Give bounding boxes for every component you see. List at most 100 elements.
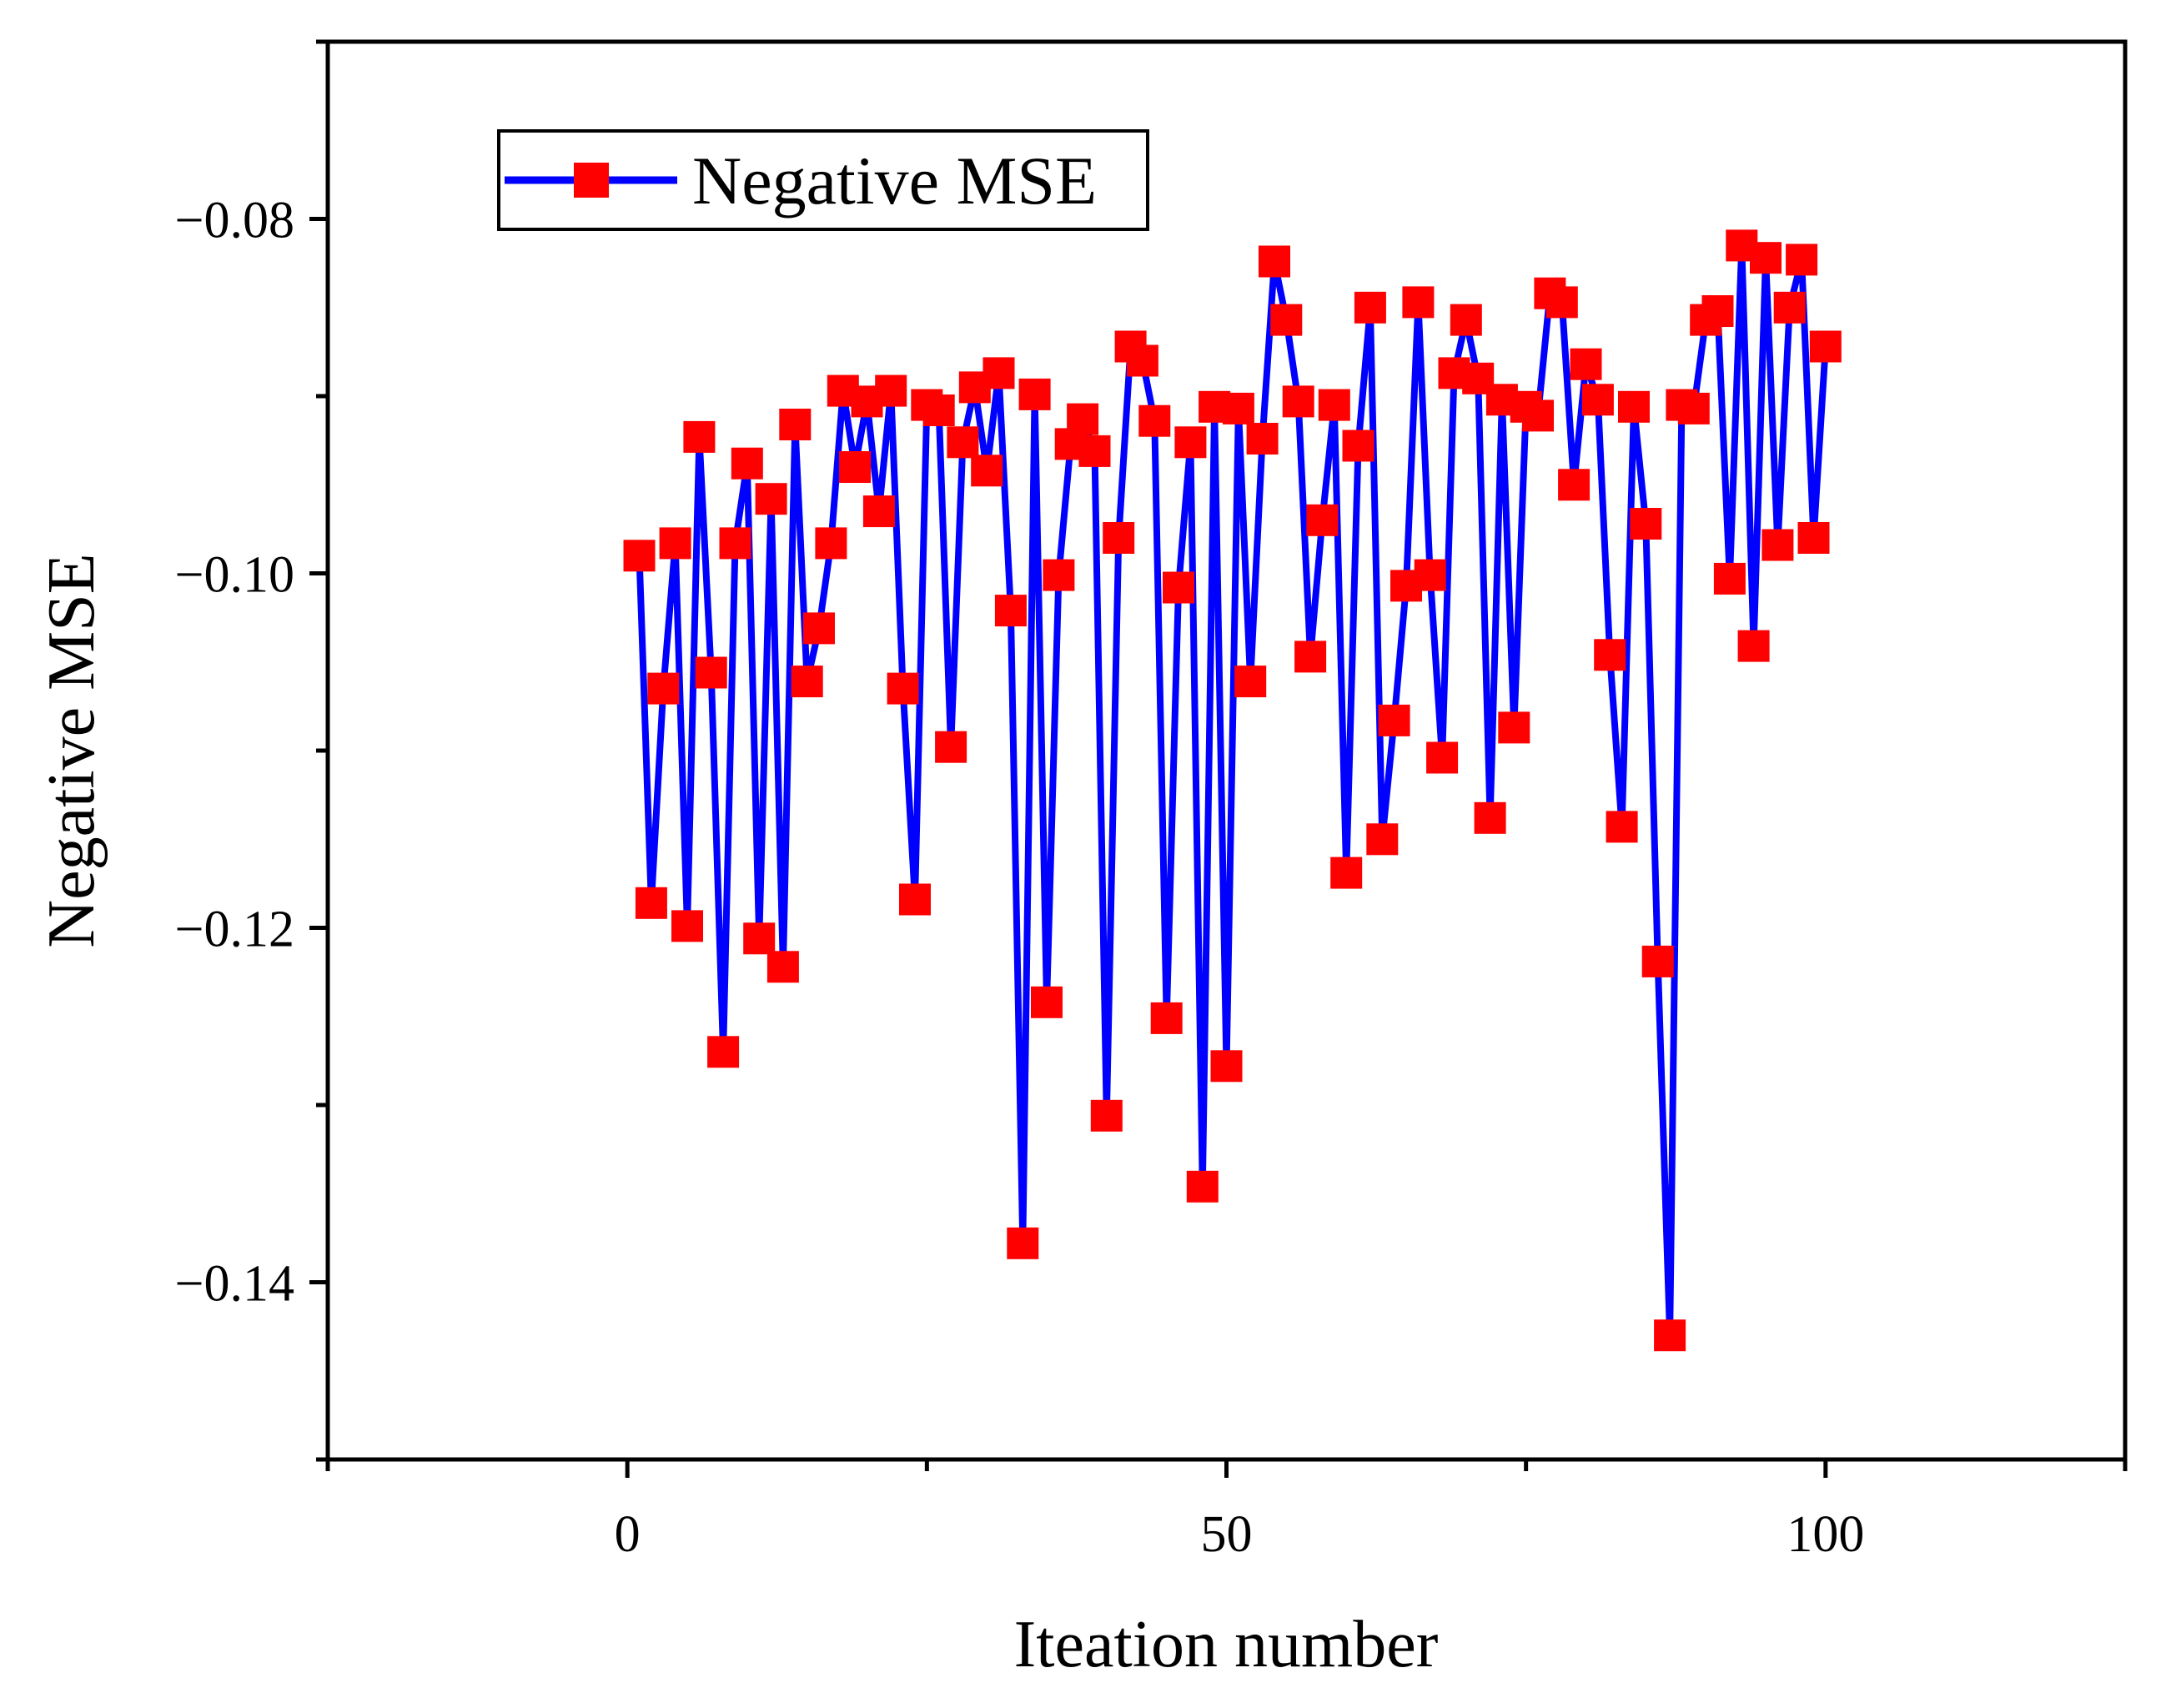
data-point-marker bbox=[1378, 704, 1410, 736]
data-point-marker bbox=[1306, 504, 1339, 536]
data-point-marker bbox=[922, 394, 955, 426]
data-point-marker bbox=[671, 910, 703, 942]
data-point-marker bbox=[1773, 291, 1806, 324]
data-point-marker bbox=[731, 447, 763, 480]
data-point-marker bbox=[647, 672, 680, 705]
data-point-marker bbox=[1043, 559, 1075, 591]
data-point-marker bbox=[1259, 245, 1290, 278]
data-point-marker bbox=[803, 612, 835, 645]
data-point-marker bbox=[755, 483, 787, 515]
data-point-marker bbox=[1090, 1099, 1123, 1132]
x-tick-label: 100 bbox=[1787, 1506, 1864, 1563]
x-axis-title: Iteation number bbox=[1014, 1608, 1439, 1681]
data-point-marker bbox=[1366, 823, 1399, 856]
data-point-marker bbox=[635, 887, 667, 919]
data-point-marker bbox=[743, 922, 776, 955]
data-point-marker bbox=[683, 420, 716, 453]
series-markers bbox=[623, 229, 1842, 1352]
data-point-marker bbox=[1606, 811, 1638, 843]
data-point-marker bbox=[1031, 986, 1063, 1018]
y-tick-label: −0.12 bbox=[175, 902, 294, 958]
plot-frame bbox=[325, 39, 2128, 1462]
data-point-marker bbox=[1150, 1002, 1183, 1034]
data-point-marker bbox=[887, 672, 919, 705]
data-point-marker bbox=[1078, 435, 1111, 467]
series-line bbox=[636, 242, 1829, 1339]
data-point-marker bbox=[815, 527, 847, 560]
data-point-marker bbox=[1677, 392, 1710, 424]
data-point-marker bbox=[1414, 559, 1446, 591]
data-point-marker bbox=[1126, 344, 1158, 377]
data-point-marker bbox=[1750, 242, 1782, 274]
data-point-marker bbox=[1234, 666, 1267, 698]
data-point-marker bbox=[1654, 1319, 1686, 1352]
data-point-marker bbox=[1270, 304, 1303, 336]
data-point-marker bbox=[1210, 1050, 1243, 1083]
data-point-marker bbox=[623, 540, 656, 572]
data-point-marker bbox=[659, 527, 691, 560]
data-point-marker bbox=[1761, 529, 1794, 561]
data-point-marker bbox=[1174, 426, 1207, 459]
data-point-marker bbox=[1498, 711, 1530, 744]
data-point-marker bbox=[971, 455, 1003, 487]
data-point-marker bbox=[947, 426, 979, 459]
data-point-marker bbox=[1713, 562, 1746, 595]
data-point-marker bbox=[1426, 741, 1459, 774]
x-axis-ticks: 0 50 100 bbox=[325, 1459, 2128, 1563]
y-axis-ticks: −0.08 −0.10 −0.12 −0.14 bbox=[175, 39, 328, 1462]
data-point-marker bbox=[1450, 304, 1482, 336]
data-point-marker bbox=[1354, 291, 1386, 324]
data-point-marker bbox=[1342, 430, 1374, 462]
data-point-marker bbox=[1138, 404, 1171, 437]
data-point-marker bbox=[1522, 399, 1554, 432]
x-tick-label: 50 bbox=[1201, 1506, 1253, 1563]
data-point-marker bbox=[1018, 378, 1051, 410]
data-point-marker bbox=[719, 527, 751, 560]
data-point-marker bbox=[1581, 384, 1614, 416]
data-point-marker bbox=[1618, 390, 1650, 423]
data-point-marker bbox=[1558, 469, 1591, 501]
y-tick-label: −0.10 bbox=[175, 547, 294, 604]
data-point-marker bbox=[1103, 522, 1135, 554]
legend-marker bbox=[574, 163, 609, 198]
data-point-marker bbox=[982, 357, 1015, 389]
data-point-marker bbox=[707, 1036, 740, 1068]
data-point-marker bbox=[862, 495, 895, 528]
data-point-marker bbox=[695, 656, 727, 689]
legend: Negative MSE bbox=[497, 129, 1149, 231]
y-tick-label: −0.14 bbox=[175, 1256, 294, 1313]
data-point-marker bbox=[1246, 423, 1279, 455]
data-point-marker bbox=[935, 731, 967, 763]
data-point-marker bbox=[1701, 295, 1734, 327]
data-point-marker bbox=[1641, 945, 1674, 977]
data-point-marker bbox=[899, 883, 931, 916]
data-point-marker bbox=[1570, 348, 1602, 380]
data-point-marker bbox=[766, 951, 799, 983]
data-point-marker bbox=[1163, 571, 1194, 604]
data-point-marker bbox=[1222, 392, 1254, 424]
y-tick-label: −0.08 bbox=[175, 193, 294, 249]
data-point-marker bbox=[1282, 385, 1314, 418]
data-point-marker bbox=[1545, 286, 1578, 319]
y-axis-title: Negative MSE bbox=[35, 553, 108, 947]
data-point-marker bbox=[1474, 801, 1506, 834]
data-point-marker bbox=[1737, 630, 1770, 662]
x-tick-label: 0 bbox=[615, 1506, 641, 1563]
data-point-marker bbox=[1330, 857, 1363, 889]
data-point-marker bbox=[1797, 522, 1830, 554]
data-point-marker bbox=[1630, 508, 1662, 540]
legend-label: Negative MSE bbox=[692, 143, 1097, 219]
data-point-marker bbox=[791, 666, 823, 698]
data-point-marker bbox=[1594, 639, 1626, 671]
data-point-marker bbox=[1007, 1227, 1039, 1259]
data-point-marker bbox=[1402, 286, 1435, 319]
data-point-marker bbox=[1067, 403, 1099, 435]
data-point-marker bbox=[1186, 1170, 1219, 1203]
data-point-marker bbox=[1809, 330, 1842, 363]
data-point-marker bbox=[875, 374, 907, 407]
data-point-marker bbox=[994, 595, 1027, 627]
data-point-marker bbox=[1294, 640, 1327, 673]
data-point-marker bbox=[779, 409, 812, 440]
data-point-marker bbox=[1786, 244, 1818, 276]
